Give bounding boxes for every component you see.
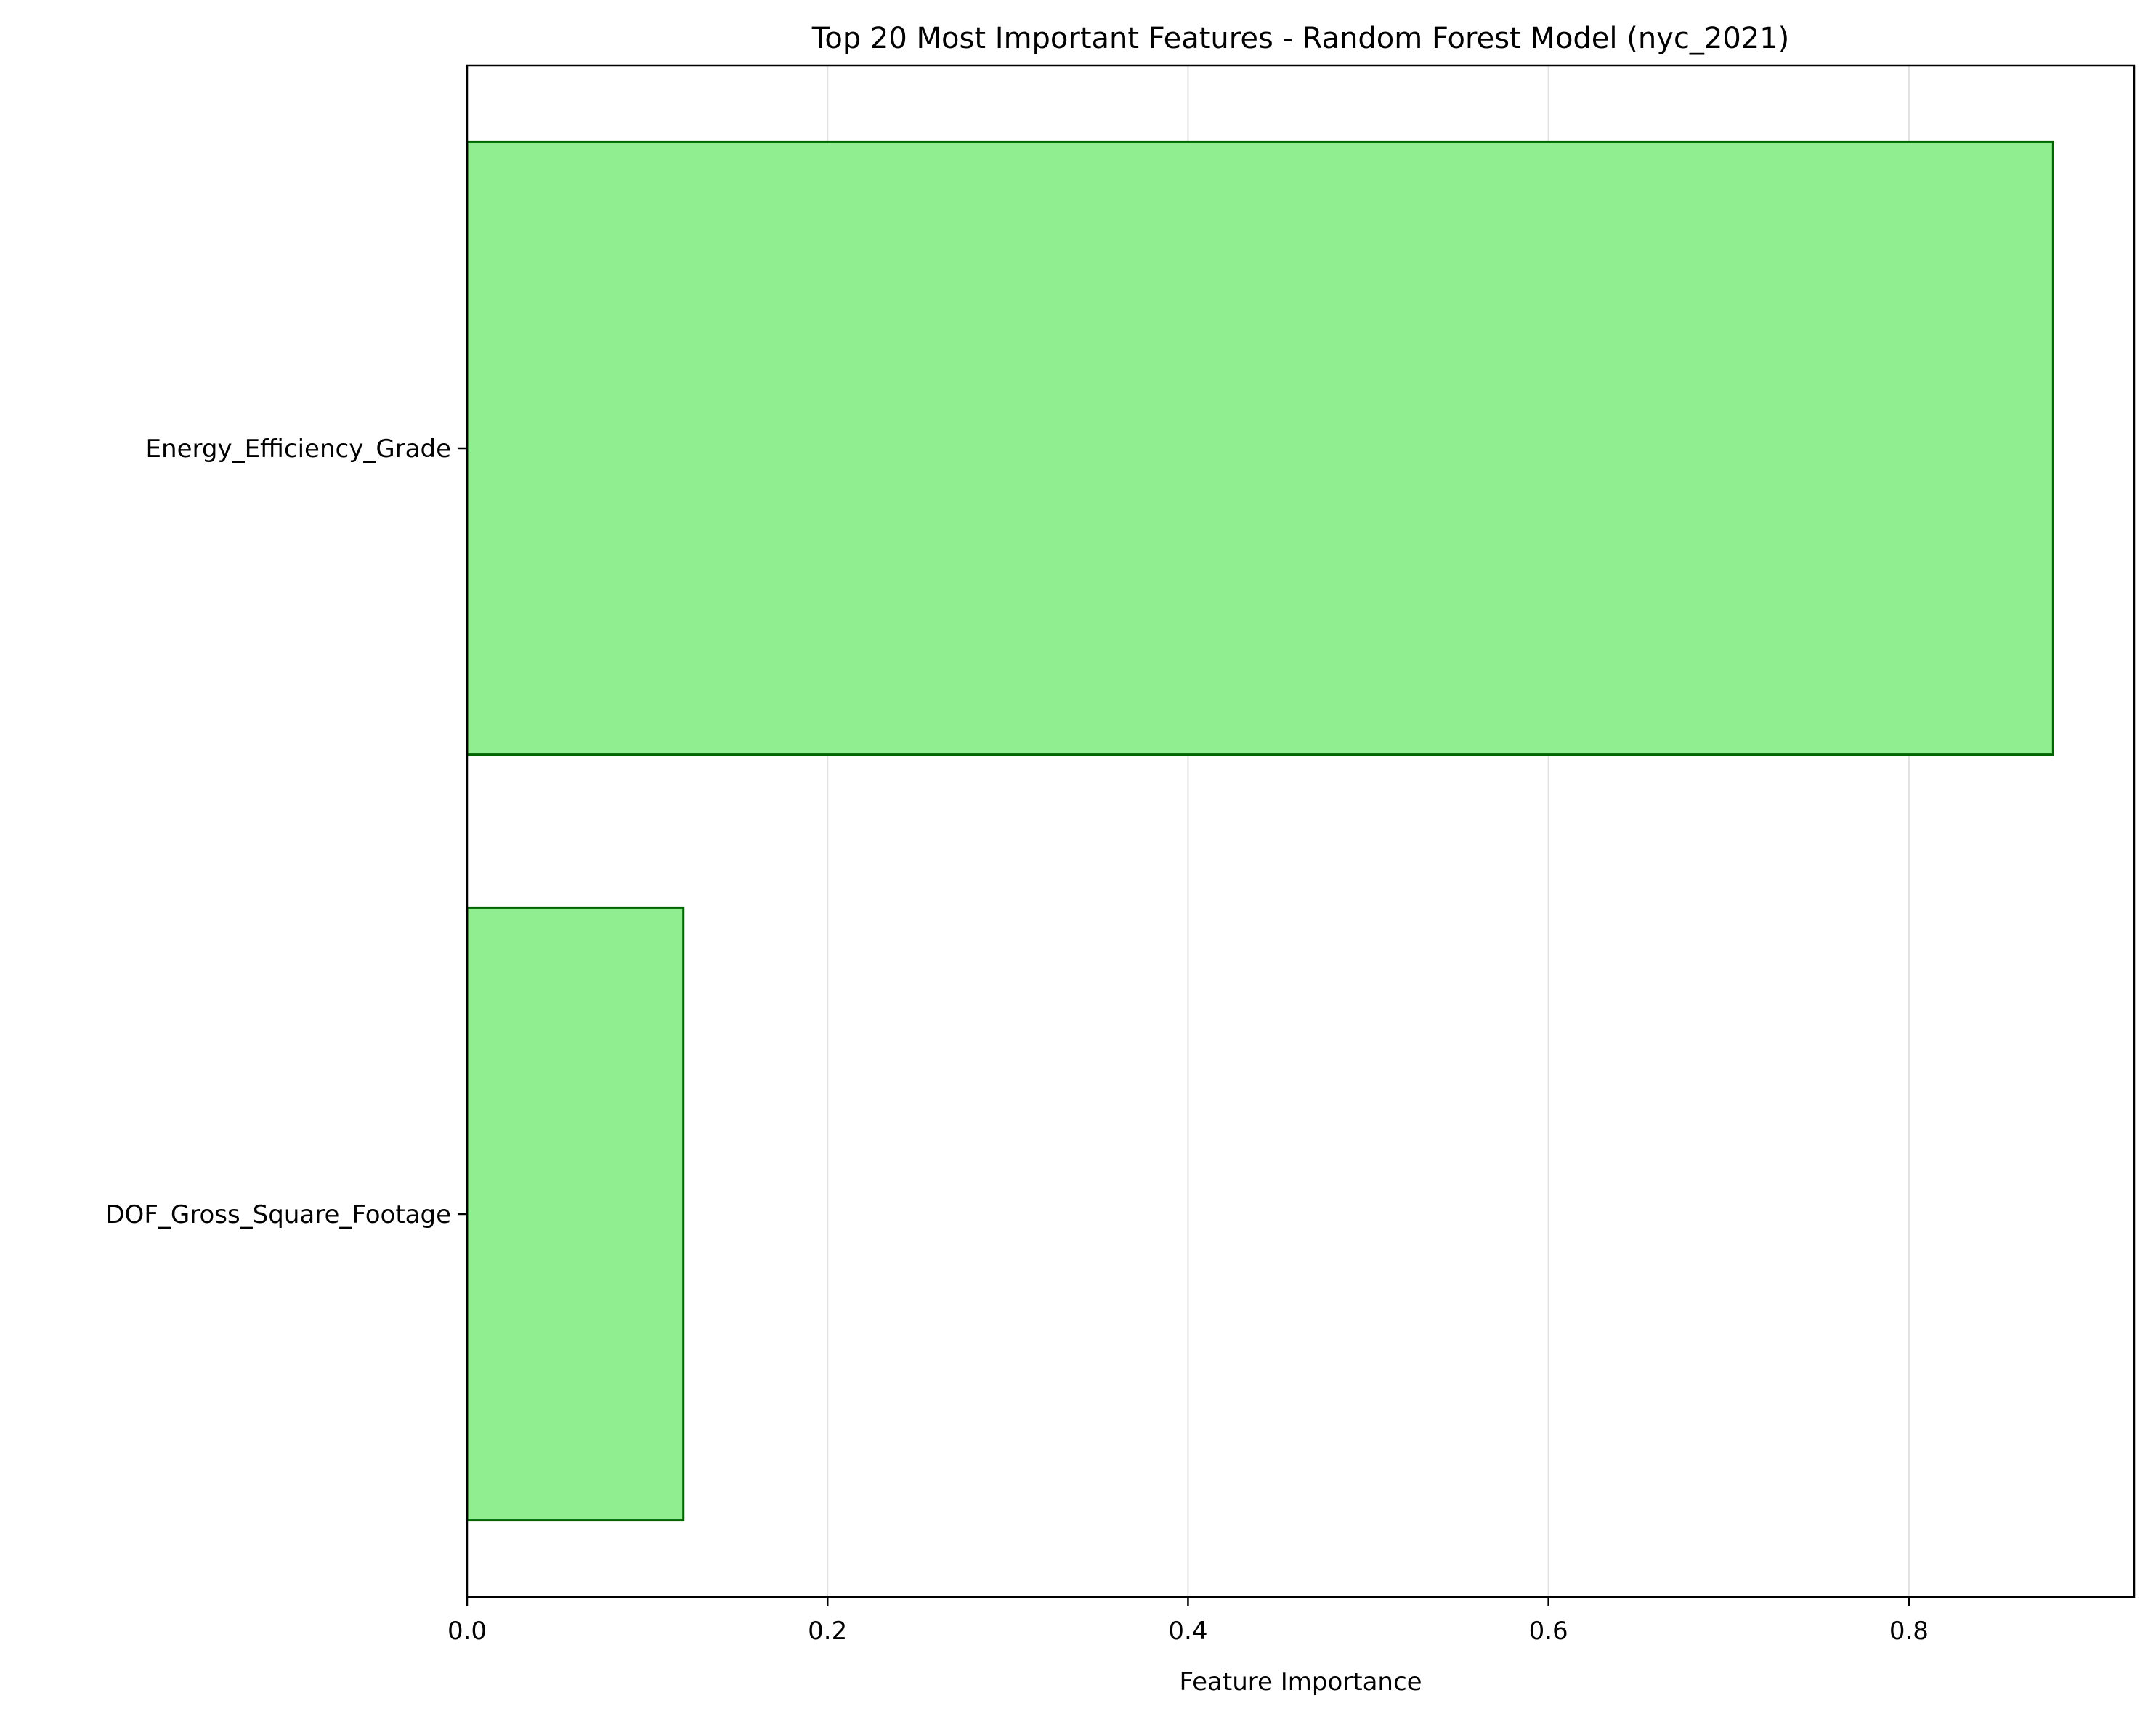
x-tick-label: 0.4 bbox=[1168, 1617, 1207, 1646]
y-tick-label: Energy_Efficiency_Grade bbox=[146, 434, 451, 464]
x-tick-label: 0.2 bbox=[808, 1617, 847, 1646]
bars bbox=[466, 140, 2054, 1522]
bar-energy-efficiency-grade bbox=[466, 140, 2054, 756]
x-tick-label: 0.6 bbox=[1529, 1617, 1568, 1646]
x-axis-label: Feature Importance bbox=[1179, 1668, 1422, 1697]
plot-frame bbox=[466, 64, 2136, 1598]
bar-dof-gross-square-footage bbox=[466, 906, 685, 1522]
ticks: 0.0 0.2 0.4 0.6 0.8 Energy_Efficiency_Grade DO… bbox=[105, 434, 1929, 1646]
y-tick-label: DOF_Gross_Square_Footage bbox=[105, 1200, 451, 1229]
chart-title: Top 20 Most Important Features - Random … bbox=[811, 22, 1790, 55]
x-tick-label: 0.0 bbox=[447, 1617, 487, 1646]
x-tick-label: 0.8 bbox=[1889, 1617, 1929, 1646]
